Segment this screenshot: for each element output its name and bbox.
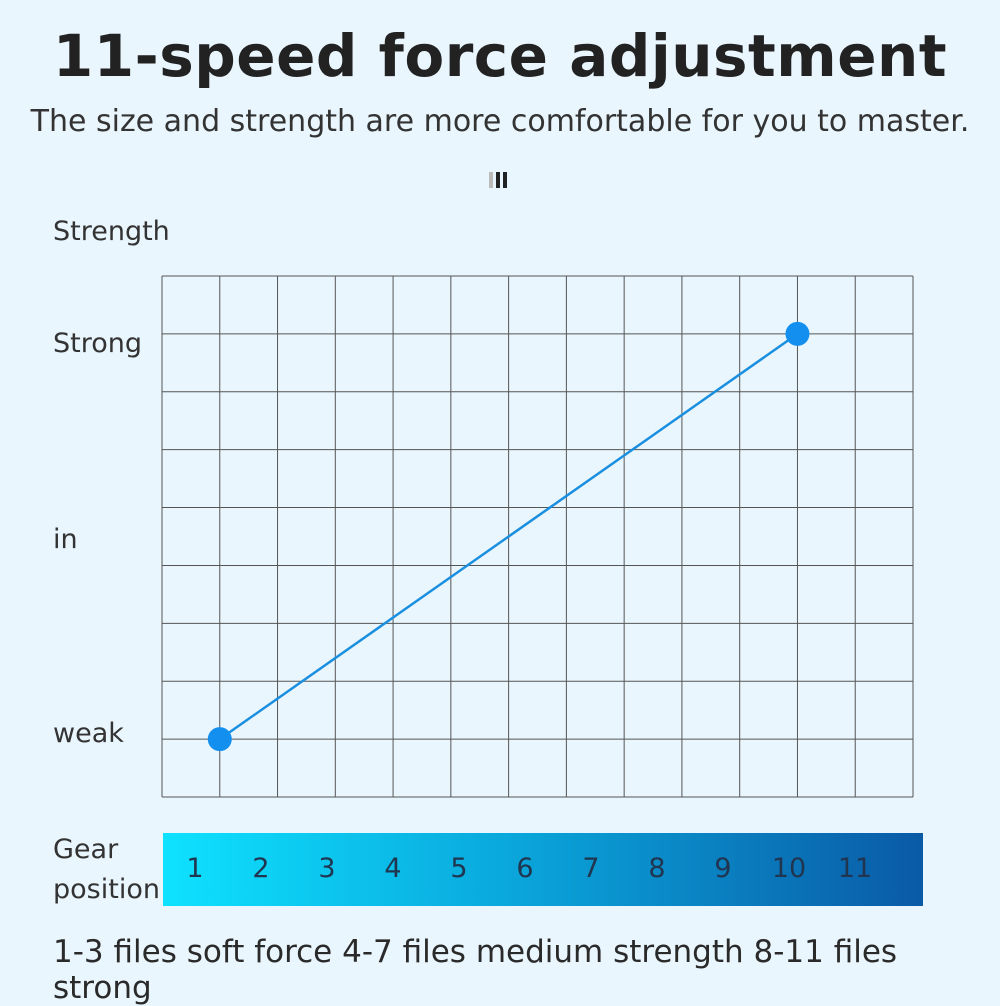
x-tick-label: 9 [714,853,732,884]
x-tick-label: 7 [582,853,600,884]
series-line [219,332,799,741]
y-tick-strong: Strong [53,328,143,359]
x-axis-label-line-1: Gear [53,834,119,865]
x-tick-label: 4 [384,853,402,884]
data-point [207,727,232,752]
y-axis-label: Strength [53,216,170,247]
divider-mark-icon [489,172,513,190]
x-tick-label: 8 [648,853,666,884]
chart-grid [161,275,914,798]
x-tick-label: 1 [186,853,204,884]
chart-series [207,321,810,752]
gear-position-bar: 1 2 3 4 5 6 7 8 9 10 11 [163,833,923,906]
page-subtitle: The size and strength are more comfortab… [30,104,970,139]
data-point [785,321,810,346]
y-tick-weak: weak [53,718,124,749]
x-tick-label: 6 [516,853,534,884]
y-tick-in: in [53,524,78,555]
x-axis-label: Gear position [53,830,163,910]
x-tick-label: 10 [771,853,807,884]
x-tick-label: 5 [450,853,468,884]
footer-note: 1-3 files soft force 4-7 files medium st… [53,934,898,1006]
x-tick-label: 3 [318,853,336,884]
x-axis-label-line-2: position [53,874,160,905]
x-tick-label: 11 [837,853,873,884]
x-tick-label: 2 [252,853,270,884]
page-title: 11-speed force adjustment [52,22,948,90]
